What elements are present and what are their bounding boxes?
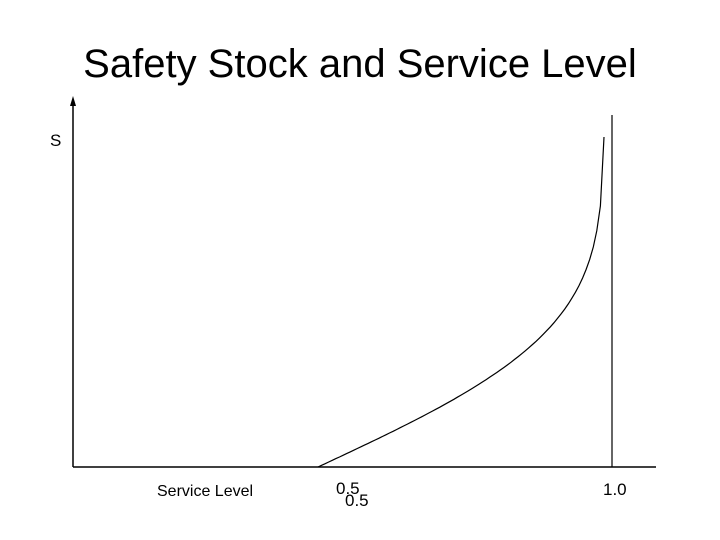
safety-stock-curve: [317, 136, 605, 468]
y-axis-label: S: [50, 131, 61, 150]
chart-title: Safety Stock and Service Level: [83, 42, 637, 86]
series-layer: [317, 136, 605, 468]
y-axis-arrowhead: [70, 96, 76, 106]
tick-label-0.5-a: 0.5: [336, 479, 360, 498]
axes: [70, 96, 656, 468]
x-axis-label: Service Level: [157, 483, 253, 500]
tick-label-1.0: 1.0: [603, 480, 627, 499]
tick-label-0.5-b: 0.5: [345, 491, 369, 510]
